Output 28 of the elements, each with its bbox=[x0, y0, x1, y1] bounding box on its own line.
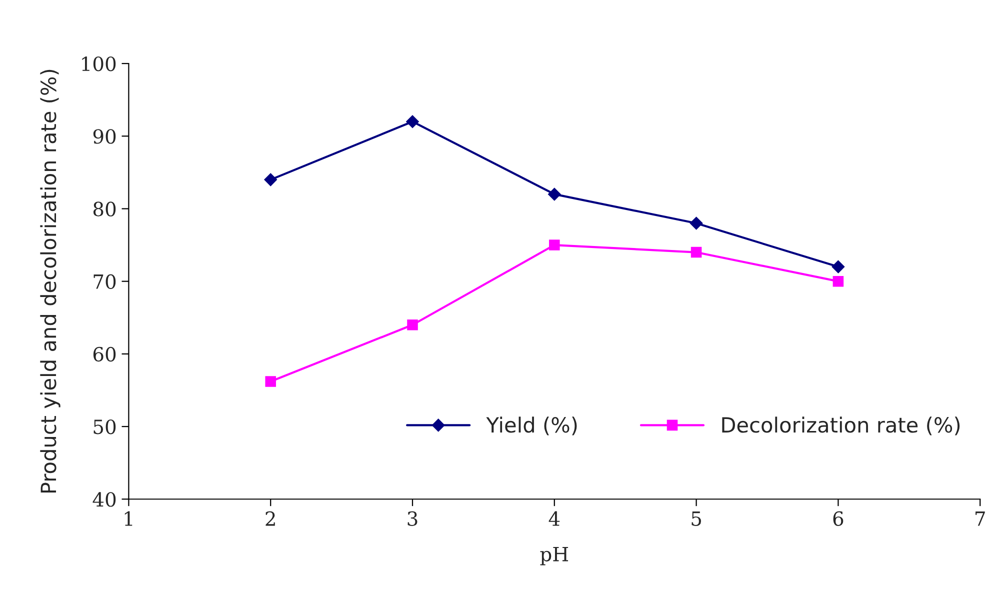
x-tick-label: 6 bbox=[833, 511, 844, 526]
y-tick-label: 50 bbox=[94, 419, 116, 434]
legend-label: Decolorization rate (%) bbox=[722, 416, 960, 436]
y-tick-label: 70 bbox=[94, 274, 116, 289]
point bbox=[832, 276, 844, 287]
x-tick-label: 7 bbox=[976, 512, 985, 526]
legend-label: Yield (%) bbox=[486, 416, 577, 436]
point bbox=[690, 216, 703, 230]
point bbox=[264, 173, 278, 186]
point bbox=[406, 115, 419, 128]
y-tick-label: 100 bbox=[82, 56, 116, 72]
point bbox=[407, 320, 418, 330]
x-tick-label: 3 bbox=[408, 511, 418, 526]
point bbox=[690, 246, 702, 258]
y-axis-title: Product yield and decolorization rate (%) bbox=[40, 70, 60, 493]
y-tick-label: 60 bbox=[93, 346, 116, 362]
point bbox=[548, 188, 561, 201]
point bbox=[265, 376, 276, 387]
y-tick-label: 40 bbox=[92, 492, 116, 507]
point bbox=[549, 240, 560, 250]
y-tick-label: 90 bbox=[93, 129, 116, 144]
point bbox=[832, 260, 845, 274]
x-tick-label: 5 bbox=[692, 512, 701, 526]
x-tick-label: 1 bbox=[124, 511, 132, 526]
x-axis-title: pH bbox=[540, 547, 568, 566]
x-tick-label: 2 bbox=[266, 511, 275, 526]
x-tick-label: 4 bbox=[548, 511, 560, 526]
y-tick-label: 80 bbox=[93, 202, 116, 216]
